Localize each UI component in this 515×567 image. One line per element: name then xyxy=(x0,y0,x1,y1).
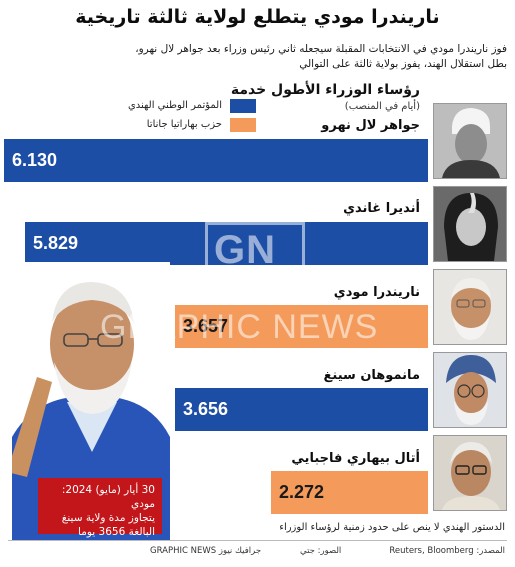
bar-1 xyxy=(25,222,428,265)
bar-value-label-2: 3.657 xyxy=(183,316,229,336)
bar-value-label-1: 5.829 xyxy=(33,233,79,253)
bar-value-label-4: 2.272 xyxy=(279,482,325,502)
subtitle-line-2: بطل استقلال الهند، يفوز بولاية ثالثة على… xyxy=(299,58,507,70)
bar-2 xyxy=(175,305,428,348)
category-label-3: مانموهان سينغ xyxy=(323,368,420,383)
bar-value-label-0: 6.130 xyxy=(12,150,58,170)
callout-line-2: يتجاوز مدة ولاية سينغ xyxy=(61,512,155,524)
photo-manmohan-singh xyxy=(433,352,507,428)
photo-nehru xyxy=(433,103,507,179)
legend-swatch-bjp xyxy=(230,118,256,132)
subtitle-line-1: فوز ناريندرا مودي في الانتخابات المقبلة … xyxy=(135,43,507,55)
bar-4 xyxy=(271,471,428,514)
watermark-logo: GN xyxy=(214,228,276,272)
bar-0 xyxy=(4,139,428,182)
callout-box: 30 أيار (مايو) 2024: مودي يتجاوز مدة ولا… xyxy=(38,478,162,538)
legend-swatch-congress xyxy=(230,99,256,113)
category-label-0: جواهر لال نهرو xyxy=(321,118,420,133)
photo-indira-gandhi xyxy=(433,186,507,262)
watermark-logo-frame xyxy=(205,222,305,280)
bar-3 xyxy=(175,388,428,431)
bar-value-label-3: 3.656 xyxy=(183,399,229,419)
legend-label-congress: المؤتمر الوطني الهندي xyxy=(127,100,222,111)
chart-title: رؤساء الوزراء الأطول خدمة xyxy=(230,82,420,98)
category-label-1: أنديرا غاندي xyxy=(343,201,420,216)
legend-label-bjp: حزب بهاراتيا جاناتا xyxy=(146,119,222,130)
footer-divider xyxy=(8,540,507,541)
watermark-text: GRAPHIC NEWS xyxy=(100,308,379,346)
category-label-4: أتال بيهاري فاجبايي xyxy=(291,451,420,466)
constitution-note: الدستور الهندي لا ينص على حدود زمنية لرؤ… xyxy=(279,522,505,533)
callout-line-3: البالغة 3656 يوما xyxy=(78,526,155,538)
category-label-2: ناريندرا مودي xyxy=(333,285,420,300)
footer-credit: GRAPHIC NEWS جرافيك نيوز xyxy=(150,546,262,556)
footer-photos: الصور: جتي xyxy=(300,546,342,556)
photo-vajpayee xyxy=(433,435,507,511)
footer-source: المصدر: Reuters, Bloomberg xyxy=(389,546,505,556)
callout-line-1: 30 أيار (مايو) 2024: مودي xyxy=(61,484,155,510)
subtitle: فوز ناريندرا مودي في الانتخابات المقبلة … xyxy=(7,42,507,72)
page-title: ناريندرا مودي يتطلع لولاية ثالثة تاريخية xyxy=(75,6,440,28)
chart-unit: (أيام في المنصب) xyxy=(344,101,420,112)
photo-modi xyxy=(433,269,507,345)
